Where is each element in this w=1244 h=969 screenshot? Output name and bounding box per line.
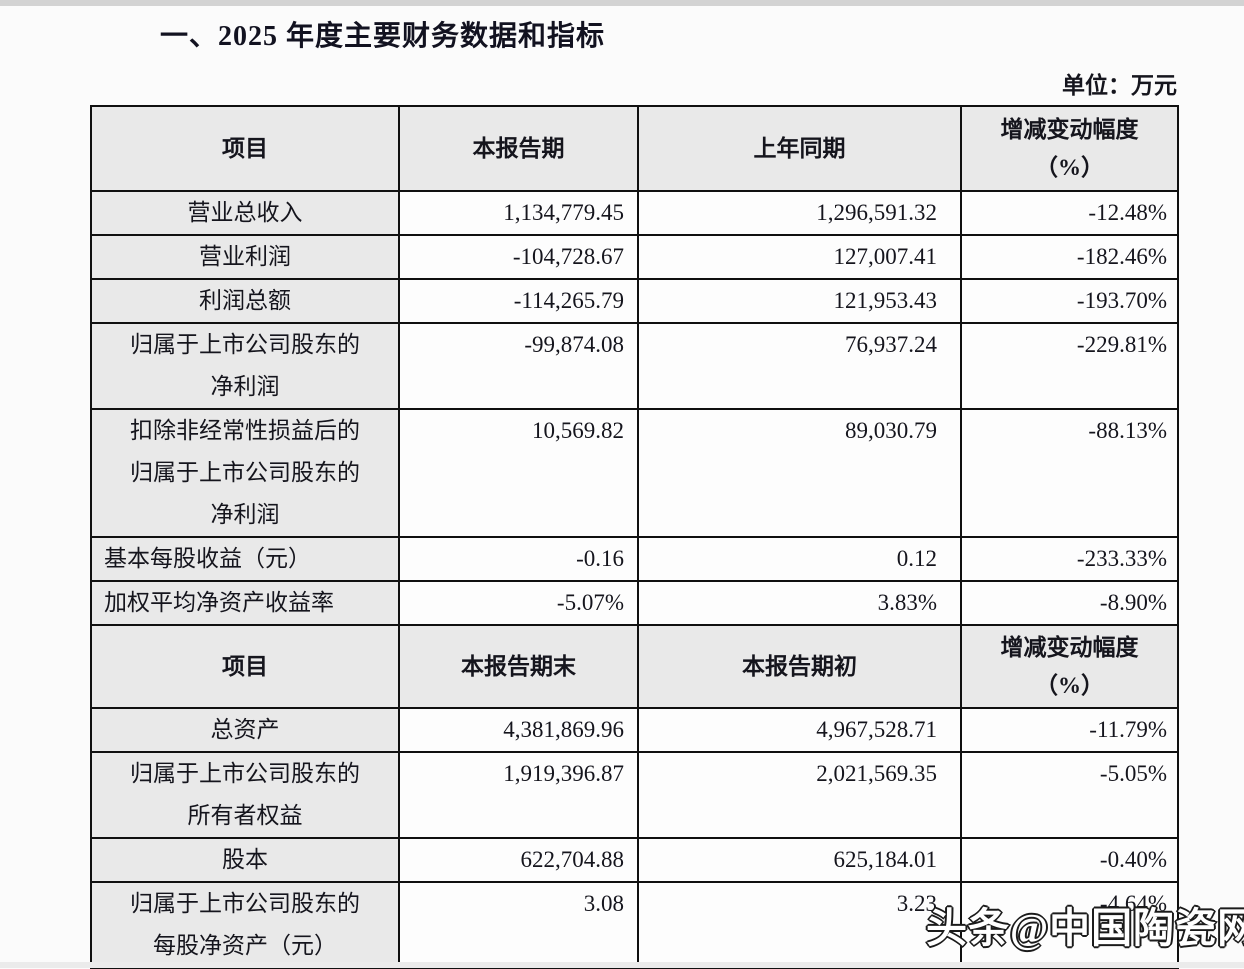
table-row-total-assets: 总资产 4,381,869.96 4,967,528.71 -11.79% <box>90 707 1179 753</box>
header-cell-current-period: 本报告期 <box>398 105 639 192</box>
cell-prior-value: 121,953.43 <box>637 278 962 324</box>
cell-change-value: -88.13% <box>960 408 1179 538</box>
cell-current-value: -5.07% <box>398 580 639 626</box>
cell-current-value: 10,569.82 <box>398 408 639 538</box>
watermark: 头条@中国陶瓷网 <box>925 904 1244 952</box>
cell-change-value: -8.90% <box>960 580 1179 626</box>
cell-item-label: 加权平均净资产收益率 <box>90 580 400 626</box>
cell-item-label: 基本每股收益（元） <box>90 536 400 582</box>
cell-period-end-value: 4,381,869.96 <box>398 707 639 753</box>
cell-change-value: -0.40% <box>960 837 1179 883</box>
cell-item-label: 归属于上市公司股东的 净利润 <box>90 322 400 410</box>
table-row-total-profit: 利润总额 -114,265.79 121,953.43 -193.70% <box>90 278 1179 324</box>
table-row-net-profit-attributable: 归属于上市公司股东的 净利润 -99,874.08 76,937.24 -229… <box>90 322 1179 410</box>
header-cell-period-end: 本报告期末 <box>398 624 639 709</box>
table-header-row-balance: 项目 本报告期末 本报告期初 增减变动幅度 （%） <box>90 624 1179 709</box>
cell-current-value: -0.16 <box>398 536 639 582</box>
cell-item-label: 归属于上市公司股东的 所有者权益 <box>90 751 400 839</box>
cell-prior-value: 127,007.41 <box>637 234 962 280</box>
cell-period-begin-value: 2,021,569.35 <box>637 751 962 839</box>
top-edge-strip <box>0 0 1244 6</box>
table-row-net-profit-excl-nonrecurring: 扣除非经常性损益后的 归属于上市公司股东的 净利润 10,569.82 89,0… <box>90 408 1179 538</box>
cell-current-value: 1,134,779.45 <box>398 190 639 236</box>
cell-change-value: -11.79% <box>960 707 1179 753</box>
cell-change-value: -229.81% <box>960 322 1179 410</box>
cell-current-value: -114,265.79 <box>398 278 639 324</box>
cell-period-end-value: 3.08 <box>398 881 639 969</box>
cell-item-label: 利润总额 <box>90 278 400 324</box>
cell-change-value: -12.48% <box>960 190 1179 236</box>
cell-change-value: -5.05% <box>960 751 1179 839</box>
table-row-share-capital: 股本 622,704.88 625,184.01 -0.40% <box>90 837 1179 883</box>
header-cell-item: 项目 <box>90 105 400 192</box>
table-row-basic-eps: 基本每股收益（元） -0.16 0.12 -233.33% <box>90 536 1179 582</box>
table-header-row-period: 项目 本报告期 上年同期 增减变动幅度 （%） <box>90 105 1179 192</box>
cell-period-begin-value: 3.23 <box>637 881 962 969</box>
cell-prior-value: 76,937.24 <box>637 322 962 410</box>
cell-change-value: -182.46% <box>960 234 1179 280</box>
cell-change-value: -233.33% <box>960 536 1179 582</box>
cell-period-begin-value: 625,184.01 <box>637 837 962 883</box>
page-title: 一、2025 年度主要财务数据和指标 <box>160 21 606 52</box>
cell-current-value: -104,728.67 <box>398 234 639 280</box>
header-cell-change-percent: 增减变动幅度 （%） <box>960 624 1179 709</box>
cell-item-label: 股本 <box>90 837 400 883</box>
financial-table: 项目 本报告期 上年同期 增减变动幅度 （%） 营业总收入 1,134,779.… <box>90 105 1179 969</box>
cell-change-value: -193.70% <box>960 278 1179 324</box>
cell-current-value: -99,874.08 <box>398 322 639 410</box>
header-cell-change-percent: 增减变动幅度 （%） <box>960 105 1179 192</box>
cell-period-begin-value: 4,967,528.71 <box>637 707 962 753</box>
cell-prior-value: 89,030.79 <box>637 408 962 538</box>
header-cell-prior-period: 上年同期 <box>637 105 962 192</box>
cell-prior-value: 3.83% <box>637 580 962 626</box>
cell-period-end-value: 1,919,396.87 <box>398 751 639 839</box>
cell-item-label: 营业总收入 <box>90 190 400 236</box>
cell-prior-value: 1,296,591.32 <box>637 190 962 236</box>
table-row-weighted-avg-roe: 加权平均净资产收益率 -5.07% 3.83% -8.90% <box>90 580 1179 626</box>
cell-item-label: 营业利润 <box>90 234 400 280</box>
table-row-net-assets-per-share: 归属于上市公司股东的 每股净资产（元） 3.08 3.23 -4.64% <box>90 881 1179 969</box>
table-row-operating-profit: 营业利润 -104,728.67 127,007.41 -182.46% <box>90 234 1179 280</box>
cell-item-label: 扣除非经常性损益后的 归属于上市公司股东的 净利润 <box>90 408 400 538</box>
header-cell-item: 项目 <box>90 624 400 709</box>
table-row-owners-equity: 归属于上市公司股东的 所有者权益 1,919,396.87 2,021,569.… <box>90 751 1179 839</box>
unit-label: 单位：万元 <box>1062 73 1177 98</box>
table-row-total-revenue: 营业总收入 1,134,779.45 1,296,591.32 -12.48% <box>90 190 1179 236</box>
bottom-edge-strip <box>0 962 1244 968</box>
cell-item-label: 归属于上市公司股东的 每股净资产（元） <box>90 881 400 969</box>
cell-item-label: 总资产 <box>90 707 400 753</box>
cell-period-end-value: 622,704.88 <box>398 837 639 883</box>
cell-prior-value: 0.12 <box>637 536 962 582</box>
header-cell-period-begin: 本报告期初 <box>637 624 962 709</box>
